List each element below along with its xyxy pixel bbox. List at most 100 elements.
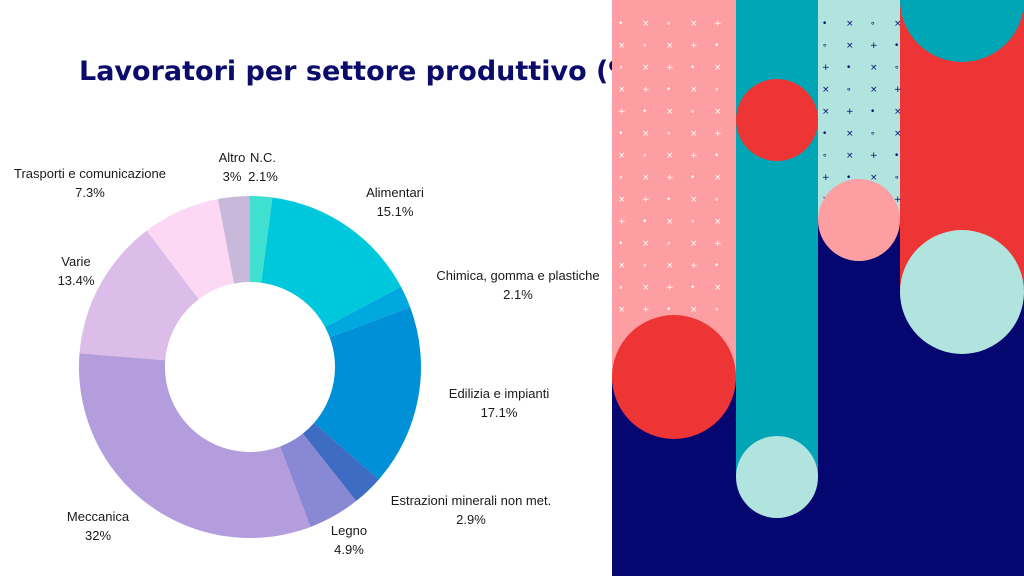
pattern-glyph: × xyxy=(690,305,698,315)
slice-label-varie: Varie xyxy=(61,254,90,269)
slice-varie xyxy=(79,230,199,361)
pattern-glyph: × xyxy=(894,129,902,139)
pattern-glyph: ∘ xyxy=(846,85,852,95)
slice-value-alimentari: 15.1% xyxy=(377,204,414,219)
pattern-glyph: × xyxy=(666,261,674,271)
pattern-glyph: ∘ xyxy=(894,173,900,183)
slice-label-trasporti-e-comunicazione: Trasporti e comunicazione xyxy=(14,166,166,181)
pattern-glyph: ∘ xyxy=(642,261,648,271)
pattern-glyph: ∘ xyxy=(618,283,624,293)
pattern-glyph: × xyxy=(714,283,722,293)
pattern-glyph: + xyxy=(690,151,698,161)
teal-circle xyxy=(900,0,1024,62)
pattern-glyph: ∘ xyxy=(666,129,672,139)
pattern-glyph: × xyxy=(642,173,650,183)
slice-value-trasporti-e-comunicazione: 7.3% xyxy=(75,185,105,200)
pattern-glyph: ∘ xyxy=(894,63,900,73)
pattern-glyph: × xyxy=(618,85,626,95)
slice-alimentari xyxy=(261,197,401,328)
pattern-glyph: + xyxy=(642,195,650,205)
pattern-glyph: × xyxy=(714,63,722,73)
slice-value-edilizia-e-impianti: 17.1% xyxy=(481,405,518,420)
pattern-glyph: • xyxy=(690,283,695,293)
slice-label-n-c: N.C. xyxy=(250,150,276,165)
pattern-glyph: • xyxy=(894,151,899,161)
slice-estrazioni-minerali-non-met xyxy=(302,422,379,502)
slice-label-alimentari: Alimentari xyxy=(366,185,424,200)
mint-circle-small xyxy=(736,436,818,518)
pattern-glyph: + xyxy=(666,63,674,73)
slice-label-chimica-gomma-e-plastiche: Chimica, gomma e plastiche xyxy=(436,268,599,283)
pattern-glyph: ∘ xyxy=(690,217,696,227)
slice-altro xyxy=(217,196,250,284)
pattern-glyph: × xyxy=(642,129,650,139)
pattern-glyph: • xyxy=(690,63,695,73)
pattern-glyph: × xyxy=(642,239,650,249)
pink-circle xyxy=(818,179,900,261)
pattern-glyph: × xyxy=(822,107,830,117)
pattern-glyph: × xyxy=(846,151,854,161)
slice-value-varie: 13.4% xyxy=(58,273,95,288)
pattern-glyph: ∘ xyxy=(822,151,828,161)
pattern-glyph: × xyxy=(642,19,650,29)
pattern-glyph: × xyxy=(822,85,830,95)
pattern-glyph: ∘ xyxy=(870,19,876,29)
pattern-glyph: • xyxy=(666,195,671,205)
pattern-glyph: ∘ xyxy=(666,239,672,249)
slice-label-legno: Legno xyxy=(331,523,367,538)
pattern-glyph: + xyxy=(870,151,878,161)
pattern-glyph: × xyxy=(618,261,626,271)
pattern-glyph: × xyxy=(618,41,626,51)
pattern-glyph: × xyxy=(714,173,722,183)
pattern-glyph: × xyxy=(618,151,626,161)
pattern-glyph: + xyxy=(714,129,722,139)
donut-chart: N.C. 2.1% Alimentari 15.1% Chimica, gomma e … xyxy=(14,150,600,557)
pattern-glyph: ∘ xyxy=(870,129,876,139)
pattern-glyph: • xyxy=(618,239,623,249)
pattern-glyph: + xyxy=(822,173,830,183)
pattern-glyph: ∘ xyxy=(690,107,696,117)
pattern-glyph: + xyxy=(642,85,650,95)
pattern-glyph: + xyxy=(666,283,674,293)
pattern-glyph: • xyxy=(714,261,719,271)
pattern-glyph: × xyxy=(690,19,698,29)
pattern-glyph: • xyxy=(822,129,827,139)
pattern-glyph: • xyxy=(846,173,851,183)
pattern-glyph: • xyxy=(822,19,827,29)
pattern-glyph: × xyxy=(714,217,722,227)
slice-label-meccanica: Meccanica xyxy=(67,509,130,524)
pattern-glyph: × xyxy=(894,107,902,117)
pattern-glyph: + xyxy=(870,41,878,51)
pattern-glyph: × xyxy=(846,41,854,51)
slice-value-estrazioni-minerali-non-met: 2.9% xyxy=(456,512,486,527)
pattern-glyph: × xyxy=(846,19,854,29)
pattern-glyph: + xyxy=(894,195,902,205)
pattern-glyph: • xyxy=(618,19,623,29)
pattern-glyph: × xyxy=(666,41,674,51)
pattern-glyph: × xyxy=(870,63,878,73)
pattern-glyph: ∘ xyxy=(618,63,624,73)
pattern-glyph: × xyxy=(714,107,722,117)
pattern-glyph: ∘ xyxy=(642,41,648,51)
slice-label-estrazioni-minerali-non-met: Estrazioni minerali non met. xyxy=(391,493,551,508)
slice-label-altro: Altro xyxy=(219,150,246,165)
pattern-glyph: • xyxy=(714,151,719,161)
pattern-glyph: + xyxy=(618,217,626,227)
pattern-glyph: ∘ xyxy=(822,41,828,51)
pattern-glyph: + xyxy=(822,63,830,73)
pattern-glyph: + xyxy=(894,85,902,95)
slice-value-legno: 4.9% xyxy=(334,542,364,557)
pattern-glyph: + xyxy=(714,19,722,29)
pattern-glyph: • xyxy=(642,217,647,227)
pattern-glyph: + xyxy=(714,239,722,249)
decorative-panel: • × ∘ × + × ∘ × + • ∘ × + • × × + • × ∘ + • × ∘ × • × ∘ × + × ∘ × + • ∘ × + • ×… xyxy=(612,0,1024,576)
slice-label-edilizia-e-impianti: Edilizia e impianti xyxy=(449,386,550,401)
red-circle-large xyxy=(612,315,736,439)
pattern-glyph: + xyxy=(618,107,626,117)
pattern-glyph: × xyxy=(894,19,902,29)
pattern-glyph: • xyxy=(846,63,851,73)
pattern-glyph: × xyxy=(642,63,650,73)
pattern-glyph: × xyxy=(666,107,674,117)
pattern-glyph: ∘ xyxy=(666,19,672,29)
pattern-glyph: + xyxy=(690,41,698,51)
